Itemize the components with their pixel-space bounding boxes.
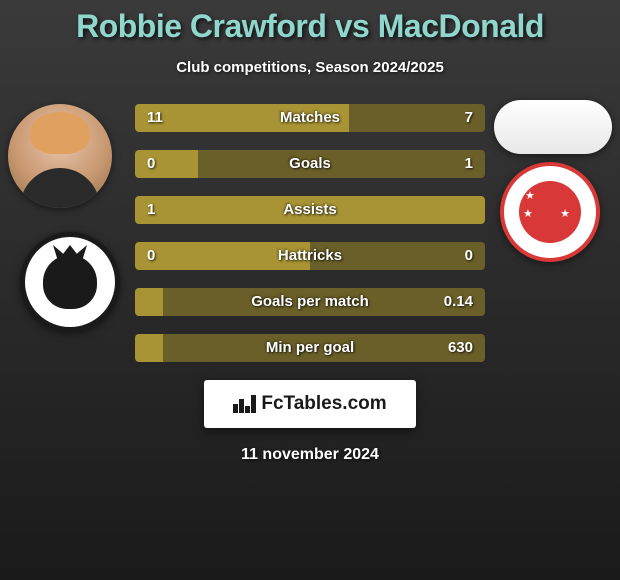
chart-icon (233, 395, 255, 413)
player-right-avatar (494, 100, 612, 154)
comparison-content: Matches117Goals01Assists1Hattricks00Goal… (0, 104, 620, 464)
stat-row: Goals per match0.14 (135, 288, 485, 316)
stat-label: Matches (135, 104, 485, 132)
hamilton-inner-icon (519, 181, 581, 243)
stat-row: Goals0 1 (135, 150, 485, 178)
page-subtitle: Club competitions, Season 2024/2025 (0, 59, 620, 76)
stat-value-right: 0 (465, 242, 473, 270)
stat-row: Matches11 7 (135, 104, 485, 132)
stat-row: Hattricks0 0 (135, 242, 485, 270)
date-text: 11 november 2024 (0, 446, 620, 464)
stat-value-left: 1 (147, 196, 155, 224)
thistle-icon (43, 255, 97, 309)
stat-value-right: 630 (448, 334, 473, 362)
stat-label: Goals (135, 150, 485, 178)
stat-label: Goals per match (135, 288, 485, 316)
club-right-badge (500, 162, 600, 262)
page-title: Robbie Crawford vs MacDonald (0, 0, 620, 45)
brand-footer: FcTables.com (204, 380, 416, 428)
stat-label: Assists (135, 196, 485, 224)
stat-value-right: 1 (465, 150, 473, 178)
stat-label: Hattricks (135, 242, 485, 270)
stat-row: Min per goal630 (135, 334, 485, 362)
player-left-avatar (8, 104, 112, 208)
stat-value-left: 0 (147, 150, 155, 178)
stat-value-right: 0.14 (444, 288, 473, 316)
stats-bars: Matches117Goals01Assists1Hattricks00Goal… (135, 104, 485, 362)
club-left-badge (20, 232, 120, 332)
stat-value-right: 7 (465, 104, 473, 132)
stat-row: Assists1 (135, 196, 485, 224)
stat-value-left: 11 (147, 104, 163, 132)
stat-value-left: 0 (147, 242, 155, 270)
stat-label: Min per goal (135, 334, 485, 362)
brand-text: FcTables.com (261, 393, 386, 415)
